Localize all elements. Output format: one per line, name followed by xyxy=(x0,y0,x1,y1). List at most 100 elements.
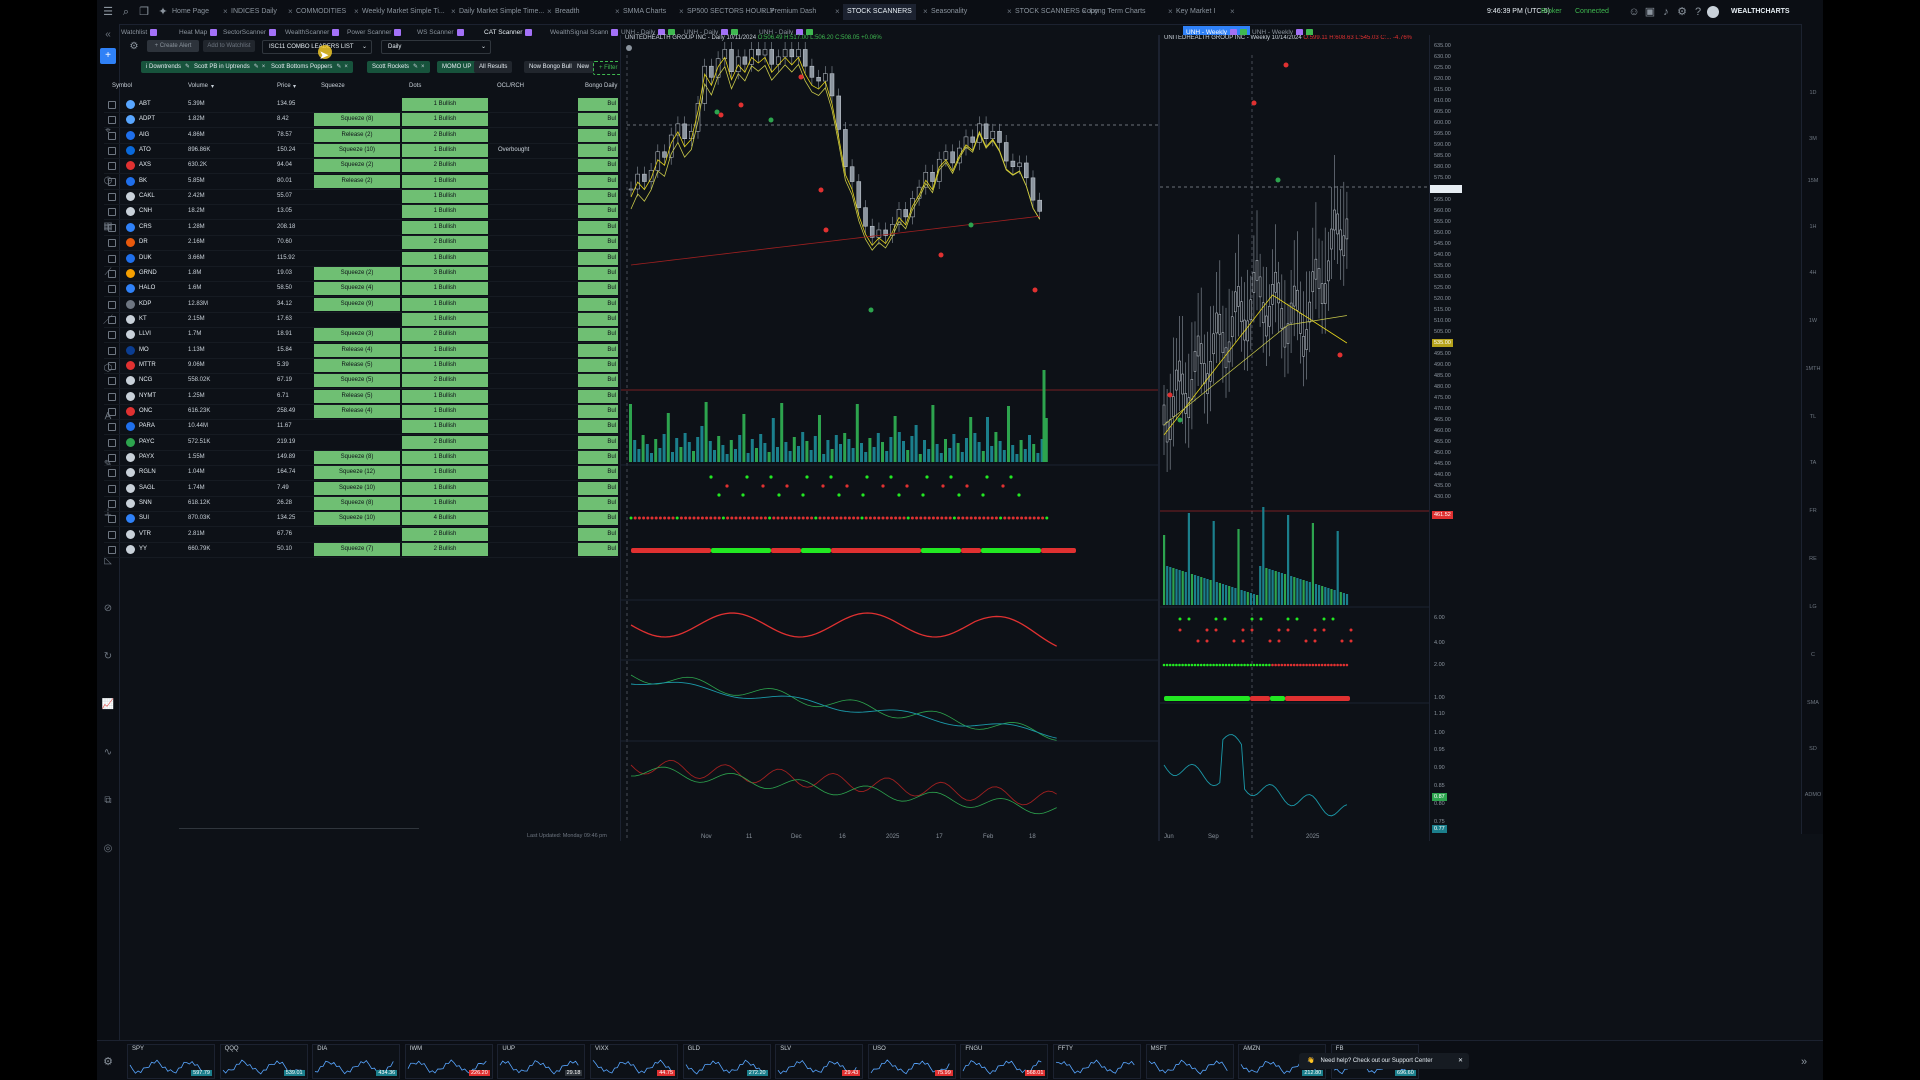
mini-chart[interactable]: SPY 597.79 xyxy=(127,1044,215,1079)
top-tab[interactable]: COMMODITIES xyxy=(296,8,347,15)
layers-icon[interactable]: ❐ xyxy=(139,6,149,18)
top-tab[interactable]: Breadth xyxy=(555,8,580,15)
daily-chart-panel[interactable]: UNITEDHEALTH GROUP INC - Daily 10/11/202… xyxy=(620,35,1159,841)
gear-icon[interactable]: ⚙ xyxy=(129,41,139,52)
table-row[interactable]: MO 1.13M 15.84 Release (4) 1 Bullish Bul xyxy=(104,343,618,359)
row-checkbox[interactable] xyxy=(108,285,116,294)
row-checkbox[interactable] xyxy=(108,131,116,140)
scan-chip[interactable]: Scott PB in Uptrends ✎ × xyxy=(189,61,271,73)
collapse-icon[interactable]: « xyxy=(105,29,111,40)
bell-icon[interactable]: ♪ xyxy=(1663,6,1669,18)
close-tab-icon[interactable]: × xyxy=(615,7,620,16)
close-icon[interactable]: × xyxy=(261,64,266,70)
top-tab[interactable]: Weekly Market Simple Ti... xyxy=(362,8,445,15)
table-row[interactable]: VTR 2.81M 67.76 2 Bullish Bul xyxy=(104,527,618,543)
mini-chart[interactable]: MSFT xyxy=(1145,1044,1234,1079)
text-icon[interactable]: A xyxy=(104,411,112,422)
table-row[interactable]: SUI 870.03K 134.25 Squeeze (10) 4 Bullish Bul xyxy=(104,511,618,528)
top-tab[interactable]: Long Term Charts xyxy=(1090,8,1146,15)
close-tab-icon[interactable]: × xyxy=(288,7,293,16)
mini-chart[interactable]: QQQ 539.01 xyxy=(219,1044,308,1079)
right-rail-item[interactable]: RE xyxy=(1809,556,1817,562)
table-row[interactable]: SAGL 1.74M 7.49 Squeeze (10) 1 Bullish Bul xyxy=(104,481,618,497)
measure-icon[interactable]: ⟂ xyxy=(104,507,112,518)
save-icon[interactable]: ▣ xyxy=(1644,6,1656,18)
right-rail-item[interactable]: 1H xyxy=(1809,224,1817,230)
top-tab[interactable]: Key Market I xyxy=(1176,8,1216,15)
right-rail-item[interactable]: 4H xyxy=(1809,270,1817,276)
table-row[interactable]: DUK 3.66M 115.92 1 Bullish Bul xyxy=(104,251,618,267)
close-tab-icon[interactable]: × xyxy=(679,7,684,16)
row-checkbox[interactable] xyxy=(108,454,116,463)
table-row[interactable]: RGLN 1.04M 164.74 Squeeze (12) 1 Bullish Bul xyxy=(104,465,618,482)
right-rail-item[interactable]: ADMO xyxy=(1804,792,1822,798)
copy-icon[interactable]: ⧉ xyxy=(104,795,112,806)
row-checkbox[interactable] xyxy=(108,377,116,386)
panel-tab[interactable]: Power Scanner xyxy=(347,26,402,40)
top-tab[interactable]: STOCK SCANNERS xyxy=(843,4,916,20)
row-checkbox[interactable] xyxy=(108,408,116,416)
row-checkbox[interactable] xyxy=(108,423,116,432)
mini-chart[interactable]: IWM 226.20 xyxy=(404,1044,493,1079)
search-icon[interactable]: ⌕ xyxy=(122,6,130,18)
right-rail-item[interactable]: 3M xyxy=(1809,136,1817,142)
row-checkbox[interactable] xyxy=(108,500,116,509)
settings-icon[interactable]: ⚙ xyxy=(103,1056,113,1068)
edit-icon[interactable]: ✎ xyxy=(253,64,259,70)
right-rail-item[interactable]: LG xyxy=(1809,604,1817,610)
panel-tab[interactable]: UNH - Daily xyxy=(684,26,739,40)
target-icon[interactable]: ◎ xyxy=(103,843,113,854)
column-header[interactable]: Symbol xyxy=(112,83,133,89)
table-row[interactable]: CNH 18.2M 13.05 1 Bullish Bul xyxy=(104,204,618,221)
panel-tab[interactable]: UNH - Weekly xyxy=(1252,26,1314,40)
close-tab-icon[interactable]: × xyxy=(923,7,928,16)
ruler-icon[interactable]: ◺ xyxy=(104,555,112,566)
edit-icon[interactable]: ✎ xyxy=(336,64,342,70)
top-tab[interactable]: SP500 SECTORS HOURLY xyxy=(687,8,775,15)
scan-chip[interactable]: New xyxy=(572,61,595,73)
right-rail-item[interactable]: FR xyxy=(1809,508,1817,514)
row-checkbox[interactable] xyxy=(108,515,116,524)
right-rail-item[interactable]: SMA xyxy=(1807,700,1819,706)
clock-icon[interactable]: ◷ xyxy=(103,175,113,186)
panel-tab[interactable]: WealthScanner xyxy=(285,26,340,40)
calendar-icon[interactable]: ▦ xyxy=(103,221,113,232)
close-tab-icon[interactable]: × xyxy=(354,7,359,16)
close-tab-icon[interactable]: × xyxy=(1007,7,1012,16)
support-banner[interactable]: 👋 Need help? Check out our Support Center… xyxy=(1299,1053,1469,1069)
panel-tab[interactable]: WS Scanner xyxy=(417,26,464,40)
row-checkbox[interactable] xyxy=(108,530,116,539)
row-checkbox[interactable] xyxy=(108,177,116,186)
table-row[interactable]: YY 660.79K 50.10 Squeeze (7) 2 Bullish Bul xyxy=(104,542,618,559)
close-tab-icon[interactable]: × xyxy=(547,7,552,16)
row-checkbox[interactable] xyxy=(108,223,116,232)
settings-icon[interactable]: ⚙ xyxy=(1677,6,1687,18)
panel-tab[interactable]: SectorScanner xyxy=(223,26,276,40)
add-to-watchlist-button[interactable]: Add to Watchlist xyxy=(203,40,255,52)
top-tab[interactable]: INDICES Daily xyxy=(231,8,277,15)
panel-tab[interactable]: CAT Scanner xyxy=(484,26,533,40)
right-rail-item[interactable]: TA xyxy=(1809,460,1817,466)
row-checkbox[interactable] xyxy=(108,147,116,156)
table-row[interactable]: HALO 1.6M 58.50 Squeeze (4) 1 Bullish Bul xyxy=(104,281,618,298)
table-row[interactable]: MTTR 9.06M 5.39 Release (5) 1 Bullish Bul xyxy=(104,358,618,374)
help-icon[interactable]: ? xyxy=(1694,6,1702,18)
table-row[interactable]: NCG 558.02K 67.19 Squeeze (5) 2 Bullish Bul xyxy=(104,373,618,390)
table-row[interactable]: DR 2.16M 70.60 2 Bullish Bul xyxy=(104,235,618,252)
table-row[interactable]: BK 5.85M 80.01 Release (2) 1 Bullish Bul xyxy=(104,174,618,190)
column-header[interactable]: Volume xyxy=(188,83,209,89)
table-row[interactable]: ADPT 1.82M 8.42 Squeeze (8) 1 Bullish Bul xyxy=(104,112,618,129)
row-checkbox[interactable] xyxy=(108,484,116,493)
table-row[interactable]: ONC 616.23K 258.49 Release (4) 1 Bullish Bul xyxy=(104,404,618,420)
close-icon[interactable]: × xyxy=(344,64,348,70)
right-rail-item[interactable]: SD xyxy=(1809,746,1817,752)
column-header[interactable]: Price xyxy=(277,83,291,89)
table-row[interactable]: PARA 10.44M 11.67 1 Bullish Bul xyxy=(104,419,618,436)
table-row[interactable]: CRS 1.28M 208.18 1 Bullish Bul xyxy=(104,220,618,236)
row-checkbox[interactable] xyxy=(108,546,116,555)
row-checkbox[interactable] xyxy=(108,346,116,355)
row-checkbox[interactable] xyxy=(108,300,116,309)
top-tab[interactable]: Home Page xyxy=(172,8,209,15)
panel-tab[interactable]: UNH - Daily xyxy=(759,26,814,40)
edit-icon[interactable]: ✎ xyxy=(413,64,419,70)
